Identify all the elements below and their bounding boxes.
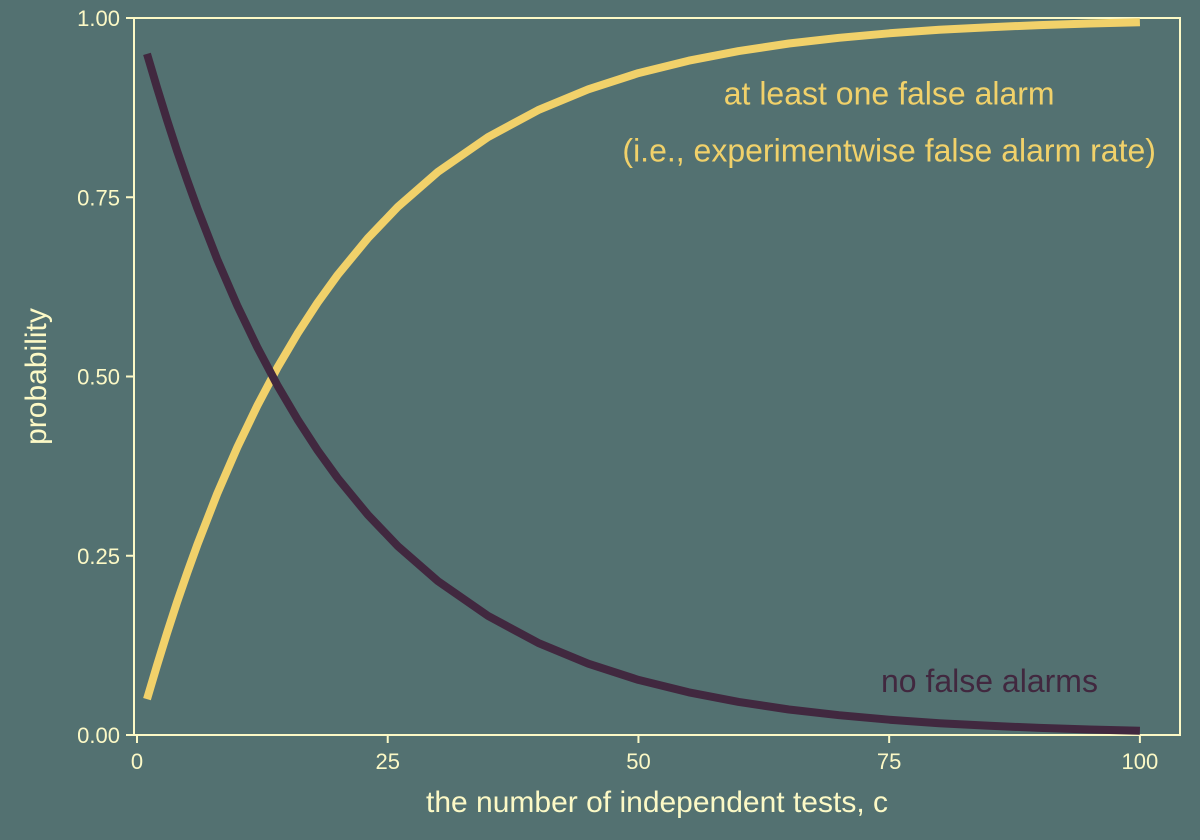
- series-layer: [143, 18, 1141, 735]
- annotation-at-least-one-line1: at least one false alarm: [724, 75, 1055, 111]
- annotation-at-least-one-line2: (i.e., experimentwise false alarm rate): [622, 133, 1156, 169]
- x-tick-label: 25: [375, 749, 399, 774]
- y-tick-label: 1.00: [77, 6, 120, 31]
- y-tick-label: 0.75: [77, 185, 120, 210]
- x-tick-label: 50: [626, 749, 650, 774]
- x-tick-label: 0: [131, 749, 143, 774]
- y-axis-title: probability: [20, 308, 53, 445]
- x-axis-title: the number of independent tests, c: [426, 786, 888, 819]
- y-tick-label: 0.25: [77, 544, 120, 569]
- series-line-at-least-one: [143, 18, 1141, 701]
- x-axis-ticks: 0 25 50 75 100: [131, 735, 1158, 774]
- series-line-none: [143, 52, 1141, 735]
- x-tick-label: 100: [1122, 749, 1159, 774]
- y-axis-ticks: 0.00 0.25 0.50 0.75 1.00: [77, 6, 134, 748]
- annotation-none-label: no false alarms: [881, 663, 1098, 699]
- y-tick-label: 0.00: [77, 723, 120, 748]
- y-tick-label: 0.50: [77, 365, 120, 390]
- x-tick-label: 75: [877, 749, 901, 774]
- annotation-layer: at least one false alarm (i.e., experimen…: [622, 75, 1156, 699]
